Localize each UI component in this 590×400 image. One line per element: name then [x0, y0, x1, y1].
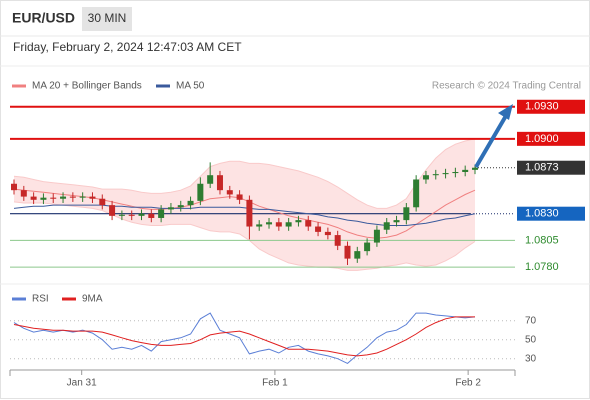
- bollinger-lower: [13, 201, 476, 271]
- candle-body: [354, 251, 361, 259]
- candle-body: [364, 242, 371, 252]
- legend-label: MA 20 + Bollinger Bands: [32, 81, 142, 92]
- arrow: [474, 112, 509, 169]
- candle-body: [442, 173, 449, 175]
- candle-body: [452, 171, 459, 174]
- candle-body: [158, 209, 165, 218]
- rsi-line: [13, 316, 475, 357]
- y-tick-label: 50: [525, 334, 537, 345]
- rsi-line: [13, 312, 476, 364]
- candle-body: [334, 235, 341, 246]
- candle-body: [256, 224, 263, 227]
- candle-body: [118, 214, 125, 216]
- candle-body: [266, 222, 273, 225]
- candle-body: [99, 198, 106, 206]
- candle-body: [472, 167, 478, 170]
- candle-body: [109, 205, 116, 216]
- symbol: EUR/USD: [12, 10, 75, 26]
- candle-body: [197, 183, 204, 201]
- timeframe-box: [82, 7, 132, 31]
- legend-label: 9MA: [82, 294, 103, 305]
- candle-body: [246, 199, 253, 227]
- candle-body: [69, 196, 76, 198]
- level-label-box: [517, 131, 585, 146]
- candle-body: [187, 200, 194, 206]
- level-label-box: [517, 160, 585, 175]
- y-tick-label: 30: [525, 353, 537, 364]
- legend-label: MA 50: [176, 81, 205, 92]
- candle-body: [30, 196, 37, 200]
- candle-body: [207, 175, 214, 184]
- bollinger-upper: [13, 138, 476, 209]
- level-label: 1.0873: [525, 162, 559, 174]
- legend-label: RSI: [32, 294, 49, 305]
- candle-body: [324, 231, 331, 236]
- candle-body: [383, 222, 390, 230]
- candle-body: [315, 226, 322, 232]
- candle-body: [216, 175, 223, 191]
- x-tick-label: Jan 31: [67, 378, 97, 389]
- candle-body: [20, 190, 27, 197]
- candle-body: [40, 197, 47, 200]
- arrow-head: [498, 104, 513, 120]
- y-tick-label: 70: [525, 315, 537, 326]
- candle-body: [89, 196, 96, 199]
- ma-line: [13, 204, 476, 226]
- candle-body: [11, 183, 17, 191]
- timeframe: 30 MIN: [88, 11, 127, 25]
- candle-body: [295, 220, 302, 223]
- level-label: 1.0900: [525, 133, 559, 145]
- level-label-box: [517, 206, 585, 221]
- candle-body: [275, 222, 282, 227]
- candle-body: [128, 214, 135, 216]
- candle-body: [148, 213, 155, 218]
- level-label-box: [517, 99, 585, 114]
- candle-body: [422, 175, 429, 180]
- candle-body: [60, 196, 67, 199]
- candle-body: [413, 179, 420, 208]
- candle-body: [403, 207, 410, 221]
- date: Friday, February 2, 2024 12:47:03 AM CET: [13, 40, 242, 54]
- candle-body: [373, 229, 380, 243]
- candle-body: [138, 213, 145, 216]
- x-tick-label: Feb 2: [455, 378, 481, 389]
- candle-body: [50, 197, 57, 199]
- level-label: 1.0930: [525, 101, 559, 113]
- level-label: 1.0830: [525, 208, 559, 220]
- candle-body: [305, 220, 312, 227]
- candle-body: [236, 194, 243, 200]
- candle-body: [432, 174, 439, 176]
- candle-body: [226, 190, 233, 195]
- candle-body: [177, 205, 184, 208]
- candle-body: [393, 220, 400, 223]
- level-label: 1.0805: [525, 234, 559, 246]
- bollinger-band: [14, 138, 475, 271]
- candle-body: [344, 245, 351, 259]
- candle-body: [462, 169, 469, 172]
- x-tick-label: Feb 1: [262, 378, 288, 389]
- source: Research © 2024 Trading Central: [432, 81, 581, 92]
- level-label: 1.0780: [525, 261, 559, 273]
- candle-body: [79, 196, 86, 198]
- candle-body: [167, 207, 174, 210]
- candle-body: [285, 222, 292, 227]
